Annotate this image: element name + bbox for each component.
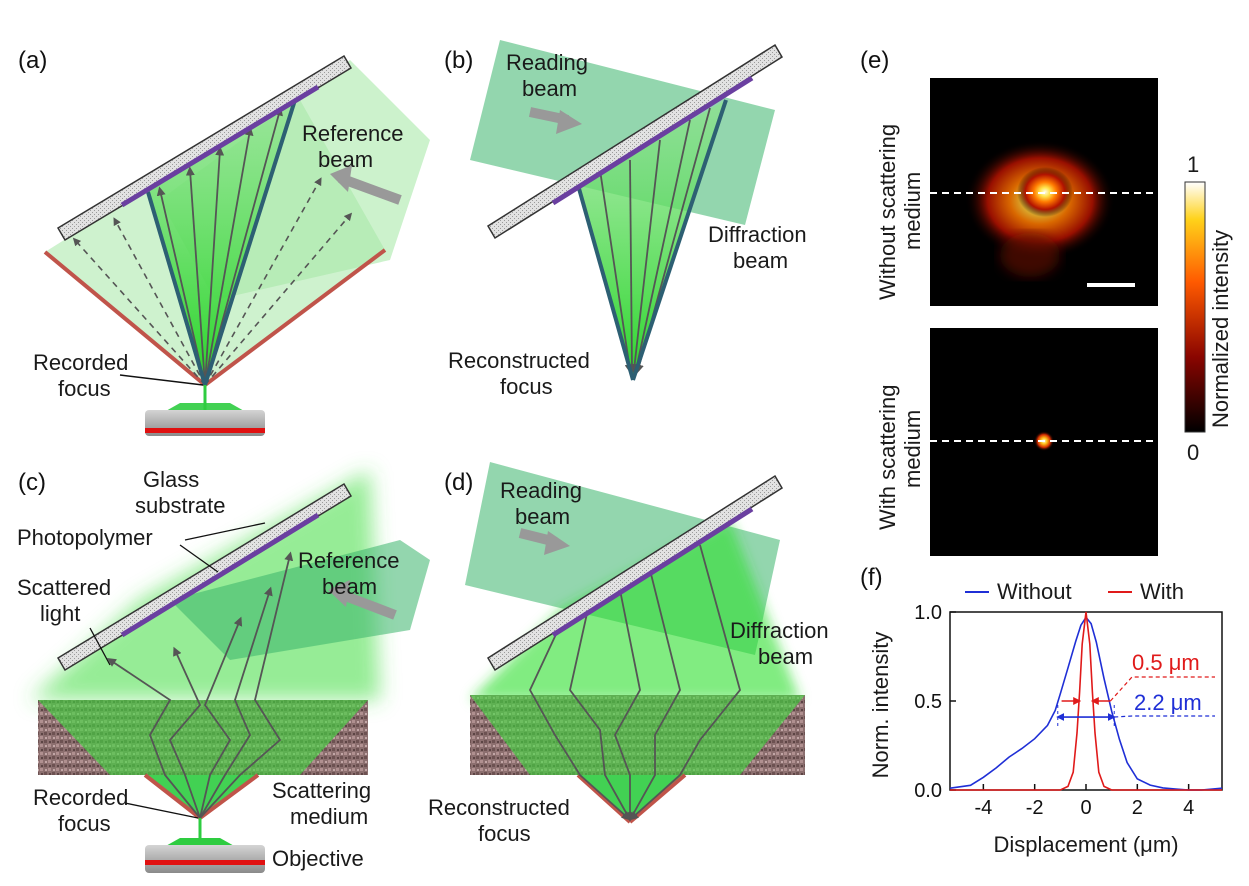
panel-b-label: (b) [444,47,473,74]
objective-stripe [145,860,265,865]
reconstructed-focus-light [578,775,685,822]
bottom-ylabel-2: medium [900,410,925,488]
x-tick-label: 2 [1132,797,1143,819]
bottom-ylabel-1: With scattering [875,385,900,531]
legend-label-with: With [1140,579,1184,604]
diffraction-beam-label-2: beam [758,644,813,669]
panel-f: (f) -4 -2 0 2 4 0.0 0.5 1.0 Displacement (μm) Nor… [860,564,1222,857]
recorded-focus-pointer [120,375,203,385]
top-ylabel-2: medium [900,172,925,250]
y-tick-label: 0.0 [914,780,942,802]
y-tick-label: 1.0 [914,602,942,624]
reference-beam-label-1: Reference [302,121,404,146]
panel-b: (b) Reading beam Diffraction beam Recons… [444,40,807,399]
glass-substrate-label-2: substrate [135,493,226,518]
reference-beam-label-2: beam [318,147,373,172]
recorded-focus-label-2: focus [58,811,111,836]
panel-f-label: (f) [860,564,883,591]
panel-a: (a) [18,47,430,436]
panel-c-label: (c) [18,469,46,496]
panel-e-label: (e) [860,47,889,74]
photopolymer-label: Photopolymer [17,525,153,550]
chart: -4 -2 0 2 4 0.0 0.5 1.0 Displacement (μm) Norm. i… [868,579,1222,857]
colorbar-min: 0 [1187,440,1199,465]
top-ylabel-1: Without scattering [875,124,900,300]
reading-beam-label-2: beam [522,76,577,101]
focal-spot-tail [1000,233,1060,277]
glass-substrate-label-1: Glass [143,467,199,492]
scale-bar [1087,283,1135,287]
panel-c: (c) Glass substrate Photopolymer Scatter… [17,467,430,873]
colorbar-max: 1 [1187,152,1199,177]
x-axis-label: Displacement (μm) [993,832,1178,857]
panel-d-label: (d) [444,469,473,496]
scattering-medium-label-1: Scattering [272,778,371,803]
reading-beam-label-1: Reading [506,50,588,75]
fwhm-leader-without [1114,716,1215,717]
scattered-light-label-2: light [40,601,80,626]
diffraction-beam-label-1: Diffraction [708,222,807,247]
reading-beam-label-2: beam [515,504,570,529]
recorded-focus-label-1: Recorded [33,785,128,810]
reconstructed-focus-label-1: Reconstructed [448,348,590,373]
fwhm-label-without: 2.2 μm [1134,690,1202,715]
recorded-focus-label-1: Recorded [33,350,128,375]
diffraction-beam-label-1: Diffraction [730,618,829,643]
diffraction-beam-label-2: beam [733,248,788,273]
recorded-focus-label-2: focus [58,376,111,401]
legend-label-without: Without [997,579,1072,604]
reference-beam-label-1: Reference [298,548,400,573]
y-tick-label: 0.5 [914,691,942,713]
reconstructed-focus-label-2: focus [478,821,531,846]
fwhm-label-with: 0.5 μm [1132,650,1200,675]
reading-beam-label-1: Reading [500,478,582,503]
x-tick-label: 4 [1183,797,1194,819]
scattering-medium-label-2: medium [290,804,368,829]
panel-e: (e) Without scattering medium With scatt… [860,47,1233,556]
reference-beam-label-2: beam [322,574,377,599]
colorbar [1185,182,1205,432]
y-axis-label: Norm. intensity [868,632,893,779]
objective-label: Objective [272,846,364,871]
colorbar-label: Normalized intensity [1208,230,1233,428]
panel-d: (d) Reading beam Diffraction beam Recons… [428,462,829,846]
x-tick-label: -2 [1026,797,1044,819]
objective-stripe [145,428,265,433]
x-tick-label: 0 [1080,797,1091,819]
panel-a-label: (a) [18,47,47,74]
x-tick-label: -4 [974,797,992,819]
scattered-light-label-1: Scattered [17,575,111,600]
objective [145,845,265,873]
reconstructed-focus-label-2: focus [500,374,553,399]
reconstructed-focus-label-1: Reconstructed [428,795,570,820]
